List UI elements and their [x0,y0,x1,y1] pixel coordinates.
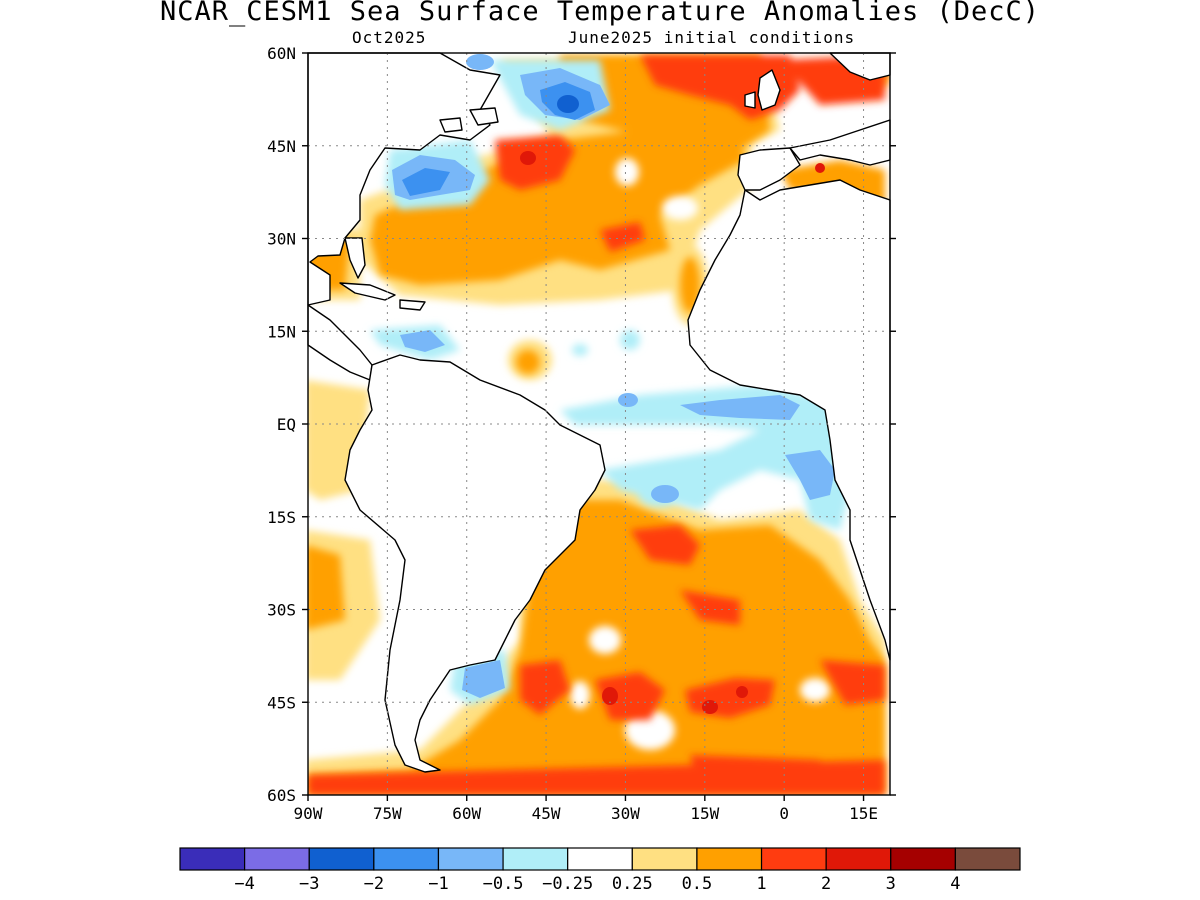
lat-tick-label: EQ [277,415,296,434]
lon-tick-label: 15W [690,804,719,823]
colorbar-swatch [760,847,827,871]
colorbar-swatch [373,847,440,871]
lon-tick-label: 30W [611,804,640,823]
lat-tick-label: 45N [267,137,296,156]
colorbar-label: 3 [886,874,896,894]
lon-tick-label: 90W [294,804,323,823]
colorbar-swatch [954,847,1021,871]
colorbar-label: 2 [821,874,831,894]
lat-tick-label: 15S [267,508,296,527]
colorbar-swatch [890,847,956,871]
colorbar-swatch [567,847,633,871]
lon-tick-label: 60W [452,804,481,823]
map-gridlines [308,53,890,795]
colorbar-swatch [437,847,504,871]
colorbar-label: −0.25 [542,874,593,894]
map-title: NCAR_CESM1 Sea Surface Temperature Anoma… [159,0,1041,27]
colorbar-swatch [308,847,375,871]
colorbar-label: −3 [299,874,319,894]
lat-tick-label: 45S [267,693,296,712]
lon-tick-label: 45W [532,804,561,823]
colorbar-label: 1 [756,874,766,894]
colorbar-label: 4 [950,874,960,894]
colorbar-swatch [244,847,310,871]
colorbar-label: 0.5 [682,874,713,894]
colorbar-swatch [696,847,763,871]
colorbar-label: 0.25 [612,874,653,894]
lon-tick-label: 0 [779,804,789,823]
lat-tick-label: 30S [267,601,296,620]
colorbar: −4 −3 −2 −1 −0.5 −0.25 0.25 0.5 1 2 3 4 [179,847,1021,894]
initial-conditions: June2025 initial conditions [568,28,856,47]
lon-tick-label: 15E [849,804,878,823]
forecast-month: Oct2025 [352,28,427,47]
colorbar-swatch [502,847,569,871]
lat-tick-label: 15N [267,322,296,341]
colorbar-label: −1 [428,874,448,894]
colorbar-label: −4 [234,874,254,894]
colorbar-label: −2 [364,874,384,894]
colorbar-swatch [825,847,892,871]
colorbar-label: −0.5 [483,874,524,894]
land-outline [307,52,891,773]
lat-tick-label: 60S [267,786,296,805]
lat-tick-label: 30N [267,230,296,249]
lat-tick-label: 60N [267,44,296,63]
colorbar-swatch [631,847,698,871]
anomaly-field [308,53,890,795]
colorbar-swatch [179,847,246,871]
lon-tick-label: 75W [373,804,402,823]
